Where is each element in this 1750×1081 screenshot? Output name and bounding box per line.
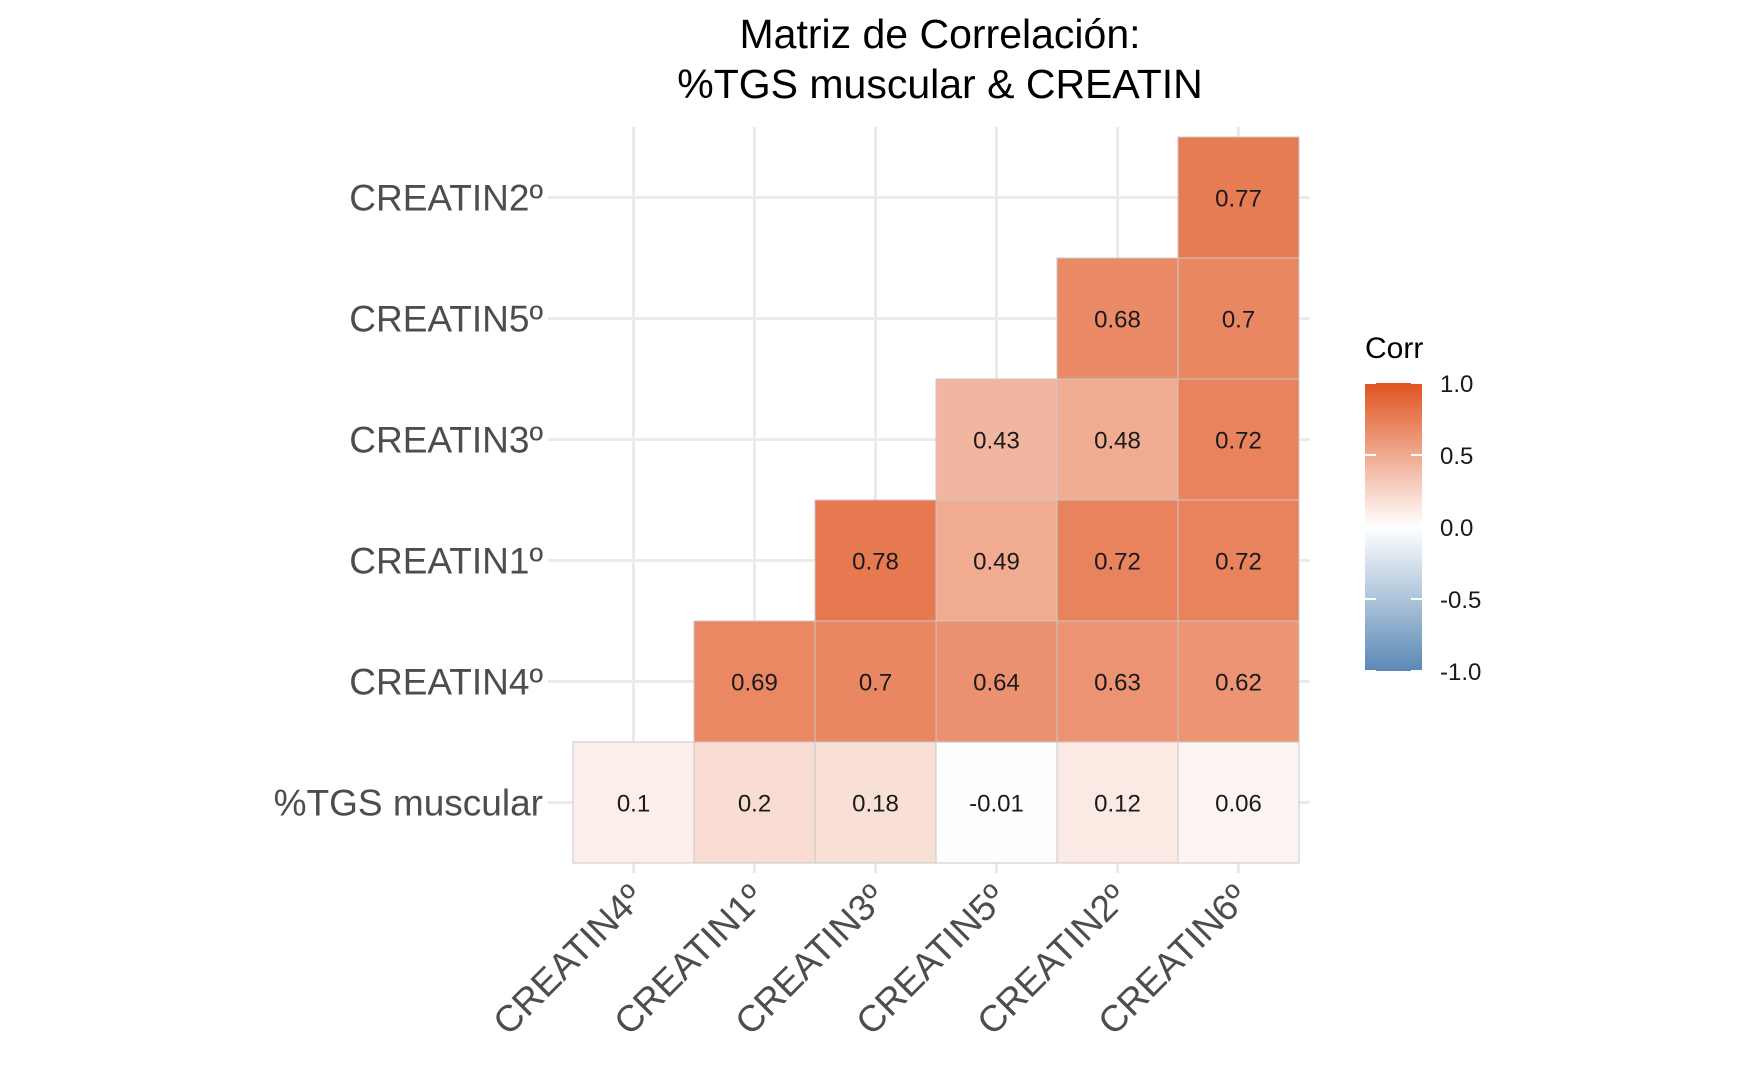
heatmap-tile: [1177, 620, 1300, 743]
cell-value-label: 0.72: [1215, 549, 1262, 576]
heatmap-tile: [1177, 257, 1300, 380]
heatmap-tile: [1056, 378, 1179, 501]
heatmap-tile: [1056, 620, 1179, 743]
heatmap-tile: [1056, 257, 1179, 380]
y-tick-label: CREATIN3º: [349, 420, 543, 461]
cell-value-label: 0.43: [973, 428, 1020, 455]
cell-value-label: 0.12: [1094, 791, 1141, 818]
cell-value-label: 0.49: [973, 549, 1020, 576]
heatmap-cell-labels: 0.1 0.2 0.18 -0.01 0.12 0.06 0.69 0.7 0.64 0.63 0.…: [617, 186, 1262, 818]
chart-title: Matriz de Correlación: %TGS muscular & C…: [677, 11, 1203, 107]
cell-value-label: 0.18: [852, 791, 899, 818]
heatmap-tile: [1056, 741, 1179, 864]
cell-value-label: 0.78: [852, 549, 899, 576]
heatmap-tile: [814, 499, 937, 622]
legend-ticks: 1.0 0.5 0.0 -0.5 -1.0: [1365, 371, 1481, 686]
y-tick-label: CREATIN5º: [349, 299, 543, 340]
heatmap-tile: [1177, 741, 1300, 864]
heatmap-tile: [935, 378, 1058, 501]
cell-value-label: 0.2: [738, 791, 771, 818]
legend: Corr 1.0 0.5 0.0 -0.5 -1.0: [1365, 332, 1481, 686]
cell-value-label: 0.69: [731, 670, 778, 697]
heatmap-tile: [814, 620, 937, 743]
cell-value-label: 0.48: [1094, 428, 1141, 455]
legend-tick-label: -0.5: [1440, 587, 1481, 614]
chart-title-line-1: Matriz de Correlación:: [739, 11, 1140, 57]
cell-value-label: 0.7: [1222, 307, 1255, 334]
cell-value-label: -0.01: [969, 791, 1024, 818]
heatmap-tile: [1177, 378, 1300, 501]
legend-tick-label: 0.5: [1440, 443, 1473, 470]
cell-value-label: 0.7: [859, 670, 892, 697]
y-axis: %TGS muscular CREATIN4º CREATIN1º CREATIN3º…: [274, 178, 544, 824]
cell-value-label: 0.77: [1215, 186, 1262, 213]
heatmap-tile: [693, 620, 816, 743]
heatmap-tiles: [572, 136, 1300, 864]
chart-title-line-2: %TGS muscular & CREATIN: [677, 61, 1203, 107]
y-tick-label: CREATIN1º: [349, 541, 543, 582]
cell-value-label: 0.1: [617, 791, 650, 818]
legend-title: Corr: [1365, 332, 1423, 365]
cell-value-label: 0.72: [1215, 428, 1262, 455]
heatmap-tile: [572, 741, 695, 864]
heatmap-tile: [1177, 136, 1300, 259]
cell-value-label: 0.64: [973, 670, 1020, 697]
cell-value-label: 0.68: [1094, 307, 1141, 334]
y-tick-label: CREATIN2º: [349, 178, 543, 219]
cell-value-label: 0.62: [1215, 670, 1262, 697]
legend-tick-label: -1.0: [1440, 659, 1481, 686]
cell-value-label: 0.72: [1094, 549, 1141, 576]
heatmap-tile: [1177, 499, 1300, 622]
y-tick-label: %TGS muscular: [274, 783, 543, 824]
heatmap-tile: [693, 741, 816, 864]
cell-value-label: 0.06: [1215, 791, 1262, 818]
y-tick-label: CREATIN4º: [349, 662, 543, 703]
legend-tick-label: 0.0: [1440, 515, 1473, 542]
cell-value-label: 0.63: [1094, 670, 1141, 697]
x-axis: CREATIN4ºCREATIN1ºCREATIN3ºCREATIN5ºCREA…: [485, 876, 1256, 1042]
legend-tick-label: 1.0: [1440, 371, 1473, 398]
heatmap-tile: [935, 499, 1058, 622]
heatmap-tile: [1056, 499, 1179, 622]
